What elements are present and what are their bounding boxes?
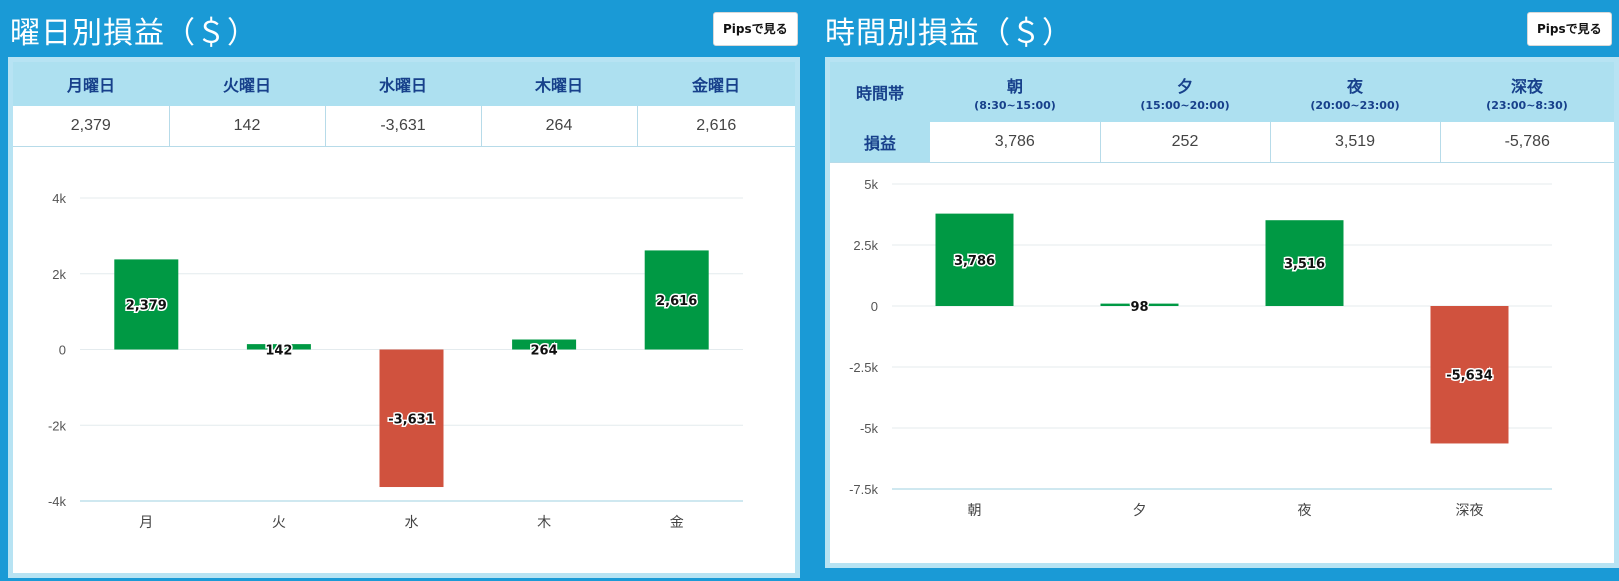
timeband-pips-button[interactable]: Pipsで見る <box>1527 12 1612 46</box>
timeband-value-row: 損益 3,786 252 3,519 -5,786 <box>830 122 1614 163</box>
timeband-bar-chart: 5k 2.5k 0 -2.5k -5k -7.5k 3,786 朝 98 夕 3,516 夜 -5,63… <box>849 177 1552 518</box>
weekday-pips-button[interactable]: Pipsで見る <box>713 12 798 46</box>
bar <box>512 339 577 350</box>
weekday-value-row: 2,379 142 -3,631 264 2,616 <box>13 106 795 147</box>
y-tick-label: 2k <box>52 267 66 282</box>
x-category-label: 朝 <box>968 502 982 518</box>
weekday-header-cell: 木曜日 <box>481 62 637 106</box>
weekday-value-cell: 2,379 <box>13 106 170 147</box>
bar <box>1430 306 1509 444</box>
timeband-header-range: (20:00~23:00) <box>1310 98 1400 112</box>
weekday-header-cell: 月曜日 <box>13 62 169 106</box>
bar <box>246 344 311 350</box>
bar-data-label: -5,634 <box>1446 369 1493 384</box>
timeband-value-cell: 3,519 <box>1270 122 1441 163</box>
timeband-header-range: (8:30~15:00) <box>974 98 1056 112</box>
timeband-header-label: 夜 <box>1346 76 1363 96</box>
y-tick-label: 2.5k <box>853 238 878 253</box>
bar <box>935 213 1014 306</box>
x-category-label: 金 <box>670 514 684 530</box>
y-tick-label: 0 <box>59 343 66 358</box>
x-category-label: 夕 <box>1133 502 1147 518</box>
y-tick-label: -4k <box>48 494 67 509</box>
timeband-header-cell: 夕 (15:00~20:00) <box>1100 62 1270 122</box>
x-category-label: 火 <box>272 514 286 530</box>
weekday-panel: 曜日別損益（＄） Pipsで見る 月曜日 火曜日 水曜日 木曜日 金曜日 2,3… <box>0 0 800 581</box>
bar-data-label: 2,616 <box>656 294 697 309</box>
bar <box>114 259 179 350</box>
weekday-value-cell: 2,616 <box>637 106 795 147</box>
bar-data-label: -3,631 <box>388 412 435 427</box>
weekday-value-cell: 264 <box>481 106 638 147</box>
timeband-header-label: 夕 <box>1176 76 1193 96</box>
weekday-panel-title: 曜日別損益（＄） <box>10 16 258 51</box>
timeband-header-row: 時間帯 朝 (8:30~15:00) 夕 (15:00~20:00) 夜 (20:00… <box>830 62 1614 122</box>
timeband-header-cell: 夜 (20:00~23:00) <box>1270 62 1440 122</box>
bar <box>644 250 709 350</box>
weekday-card: 月曜日 火曜日 水曜日 木曜日 金曜日 2,379 142 -3,631 264… <box>8 57 800 578</box>
weekday-summary-table: 月曜日 火曜日 水曜日 木曜日 金曜日 2,379 142 -3,631 264… <box>13 62 795 147</box>
weekday-header-row: 月曜日 火曜日 水曜日 木曜日 金曜日 <box>13 62 795 106</box>
timeband-header-cell: 深夜 (23:00~8:30) <box>1440 62 1614 122</box>
y-tick-label: -7.5k <box>849 482 878 497</box>
bar-data-label: 142 <box>265 344 292 359</box>
timeband-summary-table: 時間帯 朝 (8:30~15:00) 夕 (15:00~20:00) 夜 (20:00… <box>830 62 1614 163</box>
x-category-label: 木 <box>537 514 551 530</box>
x-category-label: 水 <box>405 514 419 530</box>
x-category-label: 月 <box>139 514 153 530</box>
timeband-header-cell: 朝 (8:30~15:00) <box>930 62 1100 122</box>
y-tick-label: 0 <box>871 299 878 314</box>
timeband-corner-header: 時間帯 <box>830 62 930 122</box>
bar-data-label: 264 <box>531 344 558 359</box>
timeband-header-label: 朝 <box>1006 76 1023 96</box>
bar-data-label: 98 <box>1130 300 1148 315</box>
weekday-value-cell: -3,631 <box>325 106 482 147</box>
bar <box>1265 220 1344 306</box>
timeband-header-label: 深夜 <box>1510 76 1543 96</box>
timeband-card: 時間帯 朝 (8:30~15:00) 夕 (15:00~20:00) 夜 (20:00… <box>825 57 1619 568</box>
weekday-header-cell: 水曜日 <box>325 62 481 106</box>
y-tick-label: 4k <box>52 191 66 206</box>
x-category-label: 夜 <box>1298 502 1312 518</box>
timeband-panel: 時間別損益（＄） Pipsで見る 時間帯 朝 (8:30~15:00) 夕 (15:… <box>815 0 1619 581</box>
timeband-header-range: (23:00~8:30) <box>1486 98 1568 112</box>
y-tick-label: 5k <box>864 177 878 192</box>
bar <box>1100 303 1179 306</box>
weekday-header-cell: 火曜日 <box>169 62 325 106</box>
timeband-value-cell: -5,786 <box>1440 122 1614 163</box>
timeband-row-label: 損益 <box>830 122 930 163</box>
weekday-value-cell: 142 <box>169 106 326 147</box>
bar-data-label: 3,786 <box>954 254 995 269</box>
timeband-value-cell: 3,786 <box>930 122 1101 163</box>
timeband-header-range: (15:00~20:00) <box>1140 98 1230 112</box>
weekday-header-cell: 金曜日 <box>637 62 795 106</box>
bar-data-label: 3,516 <box>1284 257 1325 272</box>
y-tick-label: -2k <box>48 418 67 433</box>
timeband-value-cell: 252 <box>1100 122 1271 163</box>
bar-data-label: 2,379 <box>126 298 167 313</box>
weekday-bar-chart: 4k 2k 0 -2k -4k 2,379 月 142 火 -3,631 水 264 木 2,616 金 <box>48 191 743 530</box>
bar <box>379 349 444 488</box>
y-tick-label: -2.5k <box>849 360 878 375</box>
x-category-label: 深夜 <box>1456 502 1484 518</box>
timeband-panel-title: 時間別損益（＄） <box>825 16 1073 51</box>
y-tick-label: -5k <box>860 421 879 436</box>
